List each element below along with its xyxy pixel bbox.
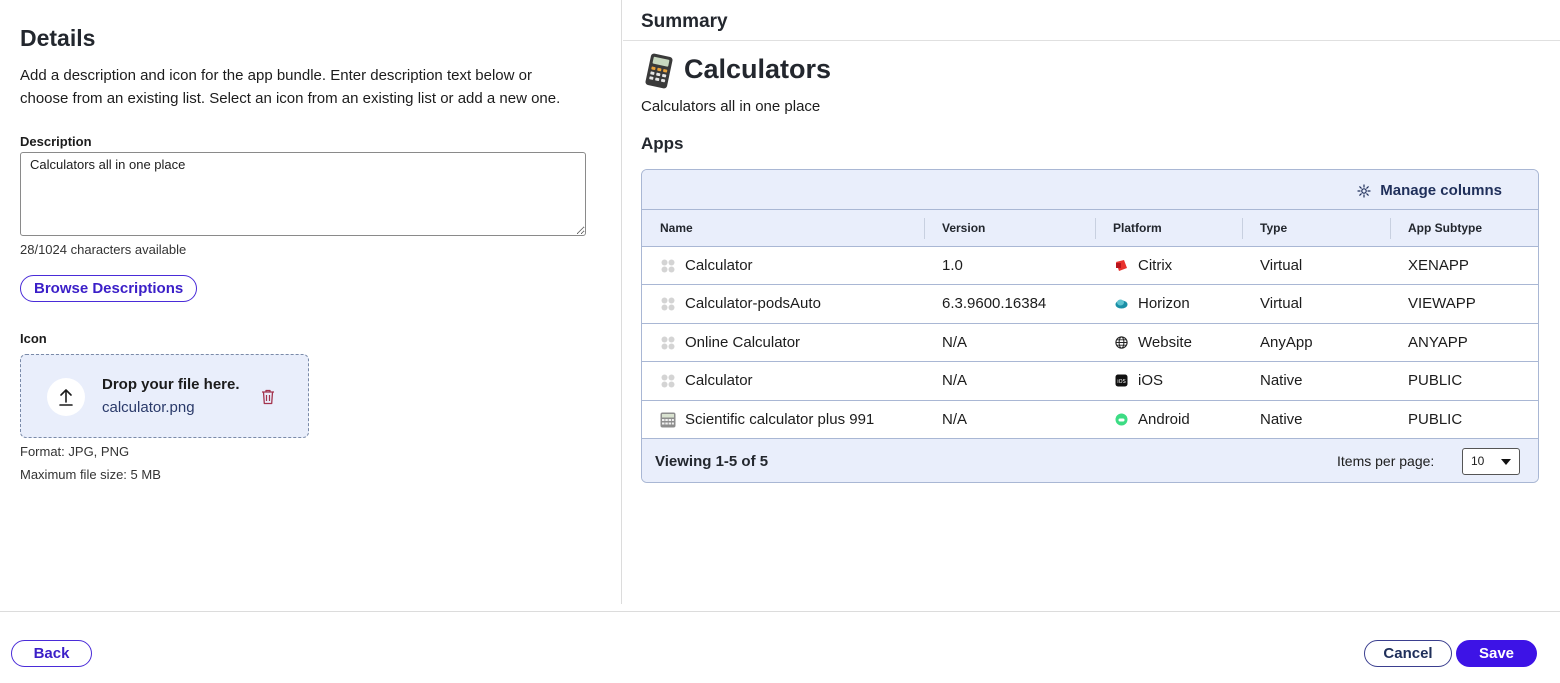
- bundle-description: Calculators all in one place: [641, 98, 821, 115]
- col-separator[interactable]: [924, 218, 925, 239]
- grid-toolbar: Manage columns: [642, 170, 1538, 210]
- cell-name: Calculator-podsAuto: [685, 295, 821, 313]
- description-label: Description: [20, 134, 92, 149]
- citrix-icon: [1116, 260, 1127, 271]
- cell-type: Virtual: [1260, 295, 1303, 313]
- upload-icon[interactable]: [47, 378, 85, 416]
- horizon-icon: [1115, 299, 1128, 309]
- uploaded-file-name: calculator.png: [102, 399, 195, 416]
- cell-type: Native: [1260, 372, 1303, 390]
- cell-name: Calculator: [685, 372, 753, 390]
- icon-dropzone[interactable]: Drop your file here. calculator.png: [20, 354, 309, 438]
- grid-body: Calculator 1.0 Citrix Virtual XENAPP Cal…: [642, 247, 1538, 439]
- cell-version: N/A: [942, 372, 968, 390]
- cell-platform: Website: [1138, 333, 1192, 351]
- cell-subtype: VIEWAPP: [1408, 295, 1476, 313]
- items-per-page-value: 10: [1471, 454, 1485, 468]
- col-separator[interactable]: [1390, 218, 1391, 239]
- summary-divider: [623, 40, 1560, 41]
- col-separator[interactable]: [1242, 218, 1243, 239]
- cell-version: N/A: [942, 410, 968, 428]
- trash-icon[interactable]: [261, 389, 275, 405]
- cell-name: Calculator: [685, 257, 753, 274]
- cell-platform: iOS: [1138, 372, 1164, 390]
- summary-panel: Summary Calculators Calculators all in o…: [623, 0, 1560, 604]
- summary-title: Summary: [641, 11, 728, 32]
- cell-type: AnyApp: [1260, 333, 1313, 351]
- cell-version: 6.3.9600.16384: [942, 295, 1047, 313]
- ios-icon: iOS: [1115, 374, 1128, 387]
- col-header-app-subtype[interactable]: App Subtype: [1408, 221, 1482, 235]
- bundle-name: Calculators: [684, 54, 832, 84]
- manage-columns-button[interactable]: Manage columns: [1357, 182, 1502, 199]
- col-header-version[interactable]: Version: [942, 221, 986, 235]
- manage-columns-label: Manage columns: [1380, 182, 1502, 199]
- cell-name: Online Calculator: [685, 333, 801, 351]
- items-per-page-select[interactable]: 10: [1462, 448, 1520, 475]
- save-button[interactable]: Save: [1456, 640, 1537, 667]
- back-button[interactable]: Back: [11, 640, 92, 667]
- cell-subtype: XENAPP: [1408, 257, 1469, 274]
- table-row[interactable]: Calculator N/A iOS iOS Native PUBLIC: [642, 362, 1538, 401]
- calculator-icon: [645, 53, 673, 89]
- col-header-name[interactable]: Name: [660, 221, 693, 235]
- cell-version: N/A: [942, 333, 968, 351]
- items-per-page-label: Items per page:: [1337, 453, 1435, 469]
- cell-subtype: PUBLIC: [1408, 372, 1463, 390]
- cancel-button[interactable]: Cancel: [1364, 640, 1452, 667]
- wizard-footer: Back Cancel Save: [0, 611, 1560, 683]
- placeholder-app-icon: [661, 336, 675, 350]
- browse-descriptions-button[interactable]: Browse Descriptions: [20, 275, 198, 302]
- col-separator[interactable]: [1095, 218, 1096, 239]
- details-instructions: Add a description and icon for the app b…: [20, 67, 561, 107]
- globe-icon: [1115, 336, 1128, 349]
- max-size-text: Maximum file size: 5 MB: [20, 467, 161, 482]
- table-row[interactable]: Calculator-podsAuto 6.3.9600.16384 Horiz…: [642, 285, 1538, 324]
- android-icon: [1115, 413, 1128, 426]
- scientific-calculator-icon: [660, 412, 676, 428]
- description-textarea[interactable]: [20, 152, 586, 236]
- gear-icon: [1357, 183, 1371, 198]
- details-panel: Details Add a description and icon for t…: [0, 0, 622, 604]
- cell-subtype: PUBLIC: [1408, 410, 1463, 428]
- apps-title: Apps: [641, 134, 684, 153]
- cell-platform: Citrix: [1138, 257, 1173, 274]
- details-title: Details: [20, 25, 96, 51]
- viewing-count: Viewing 1-5 of 5: [655, 453, 769, 470]
- cell-subtype: ANYAPP: [1408, 333, 1468, 351]
- chevron-down-icon: [1501, 459, 1511, 465]
- col-header-platform[interactable]: Platform: [1113, 221, 1162, 235]
- placeholder-app-icon: [661, 259, 675, 273]
- table-row[interactable]: Online Calculator N/A Website AnyApp ANY…: [642, 323, 1538, 363]
- svg-text:iOS: iOS: [1117, 379, 1126, 385]
- apps-grid: Manage columns Name Version Platform Typ…: [641, 169, 1539, 483]
- drop-title: Drop your file here.: [102, 376, 240, 393]
- grid-footer: Viewing 1-5 of 5 Items per page: 10: [642, 438, 1538, 482]
- cell-type: Native: [1260, 410, 1303, 428]
- cell-platform: Horizon: [1138, 295, 1190, 313]
- grid-header: Name Version Platform Type App Subtype: [642, 210, 1538, 247]
- table-row[interactable]: Calculator 1.0 Citrix Virtual XENAPP: [642, 247, 1538, 286]
- char-count: 28/1024 characters available: [20, 242, 187, 257]
- col-header-type[interactable]: Type: [1260, 221, 1288, 235]
- cell-name: Scientific calculator plus 991: [685, 410, 875, 428]
- format-text: Format: JPG, PNG: [20, 444, 130, 459]
- cell-type: Virtual: [1260, 257, 1303, 274]
- cell-platform: Android: [1138, 410, 1190, 428]
- placeholder-app-icon: [661, 297, 675, 311]
- icon-label: Icon: [20, 331, 47, 346]
- table-row[interactable]: Scientific calculator plus 991 N/A Andro…: [642, 400, 1538, 439]
- cell-version: 1.0: [942, 257, 963, 274]
- placeholder-app-icon: [661, 374, 675, 388]
